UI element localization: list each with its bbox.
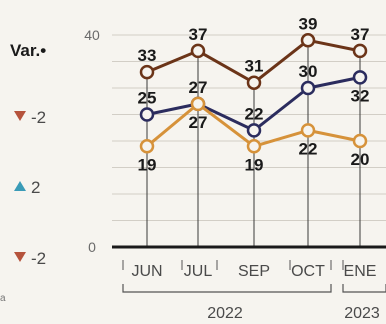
x-axis: JUN JUL SEP OCT ENE [131,263,376,280]
data-label: 33 [138,46,157,65]
data-point [300,80,316,96]
data-label: 37 [189,25,208,44]
data-point [139,64,155,80]
year-label: 2023 [344,305,380,322]
data-point [300,123,316,138]
data-point [300,33,316,48]
data-label: 19 [245,155,264,174]
y-tick-label: 40 [84,27,100,43]
x-tick-label: JUL [184,263,213,280]
cropped-text-fragment: a [0,293,6,304]
data-label: 30 [299,62,318,81]
series-group [139,33,368,154]
variation-value: -2 [31,108,46,127]
x-tick-label: OCT [291,263,325,280]
x-tick-label: JUN [131,263,162,280]
year-bracket [342,284,386,293]
data-label: 20 [351,150,370,169]
data-point [246,139,262,154]
data-point [139,107,155,122]
variation-list: -2 2 -2 [14,108,46,268]
data-label: 19 [138,155,157,174]
year-bracket [122,284,332,293]
x-tick-label: ENE [344,263,377,280]
variation-header: Var.• [10,41,46,60]
year-brackets: 2022 2023 [122,260,386,322]
data-point [352,133,368,149]
data-label: 31 [245,57,264,76]
data-point [246,75,262,90]
data-label: 39 [299,14,318,33]
data-labels: 33 37 31 39 37 25 27 22 30 32 19 27 19 22 20 [138,14,370,174]
data-label: 22 [245,104,264,123]
data-label: 32 [351,86,370,105]
data-point [190,96,206,112]
data-point [246,123,262,138]
data-point [190,43,206,59]
triangle-up-icon [14,181,26,191]
data-label: 27 [189,78,208,97]
data-point [352,70,368,85]
data-label: 25 [138,89,157,108]
data-label: 27 [189,113,208,132]
x-tick-label: SEP [238,263,270,280]
variation-value: -2 [31,249,46,268]
data-point [352,43,368,59]
data-label: 22 [299,139,318,158]
data-label: 37 [351,25,370,44]
data-point [139,139,155,154]
triangle-down-icon [14,111,26,121]
variation-value: 2 [31,178,40,197]
y-axis: 0 40 [84,27,100,255]
y-tick-label: 0 [88,239,96,255]
triangle-down-icon [14,252,26,262]
year-label: 2022 [207,305,243,322]
